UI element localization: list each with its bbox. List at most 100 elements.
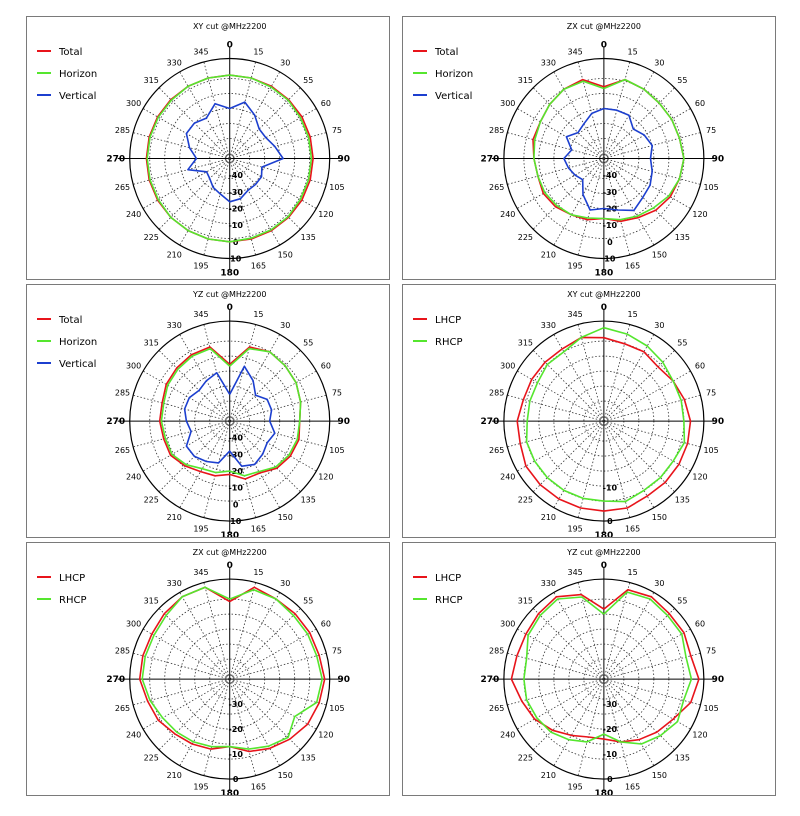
chart-title: YZ cut @MHz2200	[566, 548, 641, 557]
angle-tick-label: 195	[193, 524, 208, 533]
angle-tick-label: 90	[337, 675, 350, 685]
angle-tick-label: 120	[692, 473, 707, 482]
ring-tick-label: -10	[228, 221, 243, 230]
angle-tick-label: 105	[329, 183, 344, 192]
legend-label: Horizon	[59, 69, 97, 80]
polar-chart: XY cut @MHz2200 0 15 30 55 60 75 90 105 120 135 150…	[37, 22, 350, 278]
grid-spoke	[229, 652, 327, 680]
angle-tick-label: 90	[712, 675, 725, 685]
angle-tick-label: 270	[106, 417, 125, 427]
grid-spoke	[229, 678, 301, 751]
series-line-vertical	[183, 365, 276, 467]
legend-label: RHCP	[59, 595, 86, 606]
grid-spoke	[229, 678, 317, 730]
grid-spoke	[507, 394, 604, 422]
angle-tick-label: 15	[628, 47, 638, 56]
grid-spoke	[603, 420, 691, 472]
angle-tick-label: 330	[541, 58, 556, 67]
angle-tick-label: 15	[628, 568, 638, 577]
angle-tick-label: 315	[144, 76, 159, 85]
grid-spoke	[229, 678, 281, 766]
grid-spoke	[229, 420, 256, 518]
grid-spoke	[603, 678, 631, 776]
ring-tick-label: 10	[604, 254, 616, 263]
legend-label: RHCP	[435, 595, 462, 606]
ring-tick-label: 10	[230, 517, 242, 526]
angle-tick-label: 210	[541, 251, 556, 260]
grid-spoke	[229, 158, 281, 246]
grid-spoke	[158, 608, 231, 680]
grid-spoke	[229, 582, 256, 680]
angle-tick-label: 165	[625, 262, 640, 271]
angle-tick-label: 265	[489, 183, 504, 192]
grid-spoke	[577, 61, 605, 159]
angle-tick-label: 165	[625, 524, 640, 533]
angle-tick-label: 90	[712, 154, 725, 164]
angle-tick-label: 55	[677, 597, 687, 606]
ring-tick-label: -10	[603, 221, 618, 230]
grid-spoke	[603, 652, 701, 680]
panel-yz-cut: YZ cut @MHz2200 0 15 30 55 60 75 90 105 120 135 150…	[26, 284, 390, 538]
angle-tick-label: 240	[126, 473, 141, 482]
grid-spoke	[517, 108, 605, 159]
grid-spoke	[553, 334, 605, 422]
grid-spoke	[133, 132, 230, 159]
legend-label: Vertical	[59, 91, 96, 102]
angle-tick-label: 315	[144, 597, 159, 606]
legend-label: Horizon	[59, 337, 97, 348]
angle-tick-label: 210	[541, 513, 556, 522]
angle-tick-label: 150	[278, 251, 293, 260]
grid-spoke	[229, 370, 317, 422]
grid-spoke	[603, 350, 675, 422]
angle-tick-label: 165	[251, 524, 266, 533]
grid-spoke	[553, 420, 605, 508]
grid-spoke	[603, 334, 655, 422]
angle-tick-label: 265	[115, 704, 130, 713]
ring-tick-label: -30	[603, 700, 618, 709]
angle-tick-label: 120	[318, 731, 333, 740]
ring-tick-label: -20	[228, 725, 243, 734]
grid-spoke	[229, 678, 256, 776]
grid-spoke	[553, 71, 605, 159]
ring-tick-label: -40	[228, 434, 243, 443]
series-line-vertical	[563, 107, 653, 212]
legend-label: LHCP	[435, 315, 461, 326]
angle-tick-label: 0	[601, 303, 607, 313]
angle-tick-label: 15	[628, 310, 638, 319]
grid-spoke	[179, 71, 231, 159]
angle-tick-label: 15	[253, 310, 263, 319]
angle-tick-label: 150	[278, 771, 293, 780]
angle-tick-label: 315	[518, 339, 533, 348]
polar-chart: YZ cut @MHz2200 0 15 30 55 60 75 90 105 120 135 150…	[37, 290, 350, 537]
grid-spoke	[603, 678, 655, 766]
grid-spoke	[577, 582, 605, 680]
grid-spoke	[532, 608, 605, 680]
angle-tick-label: 285	[489, 388, 504, 397]
angle-tick-label: 210	[167, 513, 182, 522]
angle-tick-label: 300	[126, 362, 141, 371]
angle-tick-label: 270	[480, 417, 499, 427]
ring-tick-label: 10	[230, 254, 242, 263]
angle-tick-label: 135	[675, 754, 690, 763]
grid-spoke	[142, 158, 230, 209]
angle-tick-label: 330	[541, 321, 556, 330]
grid-spoke	[229, 334, 281, 422]
grid-spoke	[229, 132, 327, 159]
grid-spoke	[229, 608, 301, 680]
grid-spoke	[179, 678, 231, 766]
panel-xy-cut: XY cut @MHz2200 0 15 30 55 60 75 90 105 120 135 150…	[26, 16, 390, 280]
legend-label: Total	[58, 47, 82, 58]
ring-tick-label: -30	[228, 450, 243, 459]
angle-tick-label: 240	[500, 210, 515, 219]
grid-spoke	[179, 592, 231, 680]
grid-spoke	[203, 678, 231, 776]
angle-tick-label: 150	[652, 771, 667, 780]
grid-spoke	[517, 158, 605, 209]
grid-spoke	[577, 420, 605, 518]
grid-spoke	[577, 678, 605, 776]
series-line-vertical	[185, 101, 284, 203]
grid-spoke	[553, 592, 605, 680]
grid-spoke	[229, 420, 327, 448]
angle-tick-label: 0	[601, 561, 607, 571]
angle-tick-label: 120	[692, 210, 707, 219]
